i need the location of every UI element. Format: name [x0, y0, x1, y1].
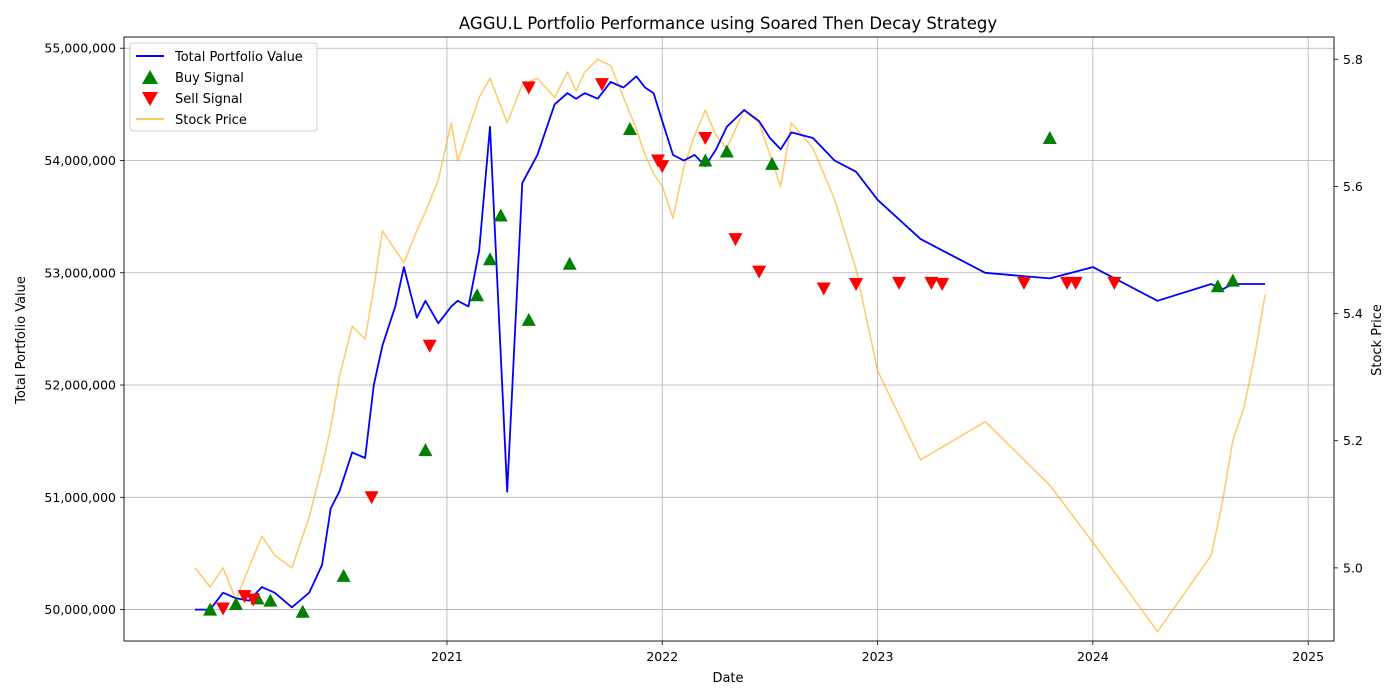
- buy-signal-marker: [698, 153, 713, 167]
- sell-signal-marker: [698, 132, 713, 146]
- sell-signal-marker: [216, 602, 231, 616]
- x-tick-label: 2024: [1077, 649, 1109, 664]
- y2-tick-label: 5.0: [1343, 560, 1363, 575]
- buy-signal-marker: [336, 568, 351, 582]
- sell-signal-marker: [1107, 276, 1122, 290]
- buy-signal-marker: [418, 443, 433, 457]
- portfolio-value-line: [195, 75, 1266, 611]
- sell-signal-marker: [521, 81, 536, 95]
- legend-sell-label: Sell Signal: [175, 92, 243, 107]
- y-axis-label: Total Portfolio Value: [14, 276, 29, 405]
- legend-portfolio-label: Total Portfolio Value: [174, 50, 303, 65]
- buy-signal-marker: [203, 602, 218, 616]
- x-tick-label: 2022: [646, 649, 678, 664]
- sell-signal-marker: [1068, 276, 1083, 290]
- buy-signal-marker: [1042, 131, 1057, 145]
- x-tick-label: 2021: [431, 649, 463, 664]
- grid: [124, 37, 1334, 641]
- buy-signal-marker: [562, 256, 577, 270]
- chart-title: AGGU.L Portfolio Performance using Soare…: [459, 14, 997, 33]
- sell-signal-marker: [594, 78, 609, 92]
- sell-signal-marker: [924, 276, 939, 290]
- y-tick-label: 55,000,000: [44, 41, 116, 56]
- y2-tick-label: 5.4: [1343, 306, 1363, 321]
- y-axis-left: 50,000,000 51,000,000 52,000,000 53,000,000…: [44, 41, 124, 617]
- legend-sell-triangle-icon: [142, 92, 158, 106]
- sell-signal-marker: [364, 491, 379, 505]
- sell-signal-marker: [655, 160, 670, 174]
- sell-signal-marker: [816, 282, 831, 296]
- x-tick-label: 2023: [862, 649, 894, 664]
- buy-signal-marker: [1210, 279, 1225, 293]
- sell-signal-marker: [752, 265, 767, 279]
- sell-signal-marker: [892, 276, 907, 290]
- legend-buy-label: Buy Signal: [175, 71, 244, 86]
- sell-signal-marker: [849, 277, 864, 291]
- stock-price-line: [194, 58, 1266, 633]
- sell-signal-marker: [246, 593, 261, 607]
- plot-frame: [123, 36, 1335, 642]
- signal-markers: [203, 78, 1240, 618]
- buy-signal-marker: [228, 596, 243, 610]
- x-axis: 2021 2022 2023 2024 2025: [431, 641, 1324, 664]
- legend-buy-triangle-icon: [142, 70, 158, 84]
- buy-signal-marker: [1225, 273, 1240, 287]
- y-axis-right: 5.0 5.2 5.4 5.6 5.8: [1334, 52, 1363, 575]
- sell-signal-marker: [422, 339, 437, 353]
- buy-signal-marker: [521, 312, 536, 326]
- buy-signal-marker: [765, 156, 780, 170]
- y-tick-label: 51,000,000: [44, 490, 116, 505]
- y2-tick-label: 5.2: [1343, 433, 1363, 448]
- buy-signal-marker: [470, 288, 485, 302]
- y2-tick-label: 5.8: [1343, 52, 1363, 67]
- buy-signal-marker: [622, 122, 637, 136]
- buy-signal-marker: [719, 144, 734, 158]
- y-tick-label: 52,000,000: [44, 378, 116, 393]
- x-axis-label: Date: [712, 671, 743, 686]
- x-tick-label: 2025: [1292, 649, 1324, 664]
- sell-signal-marker: [1016, 276, 1031, 290]
- buy-signal-marker: [263, 593, 278, 607]
- buy-signal-marker: [493, 208, 508, 222]
- legend: Total Portfolio Value Buy Signal Sell Si…: [129, 42, 318, 132]
- sell-signal-marker: [935, 277, 950, 291]
- buy-signal-marker: [295, 604, 310, 618]
- sell-signal-marker: [728, 233, 743, 247]
- y-tick-label: 50,000,000: [44, 602, 116, 617]
- y2-tick-label: 5.6: [1343, 179, 1363, 194]
- y-tick-label: 53,000,000: [44, 265, 116, 280]
- legend-box: [129, 42, 318, 132]
- y2-axis-label: Stock Price: [1370, 304, 1385, 376]
- sell-signal-marker: [237, 590, 252, 604]
- portfolio-value-series: [195, 75, 1266, 611]
- stock-price-series: [194, 58, 1266, 633]
- y-tick-label: 54,000,000: [44, 153, 116, 168]
- legend-price-label: Stock Price: [175, 113, 247, 128]
- buy-signal-marker: [483, 252, 498, 266]
